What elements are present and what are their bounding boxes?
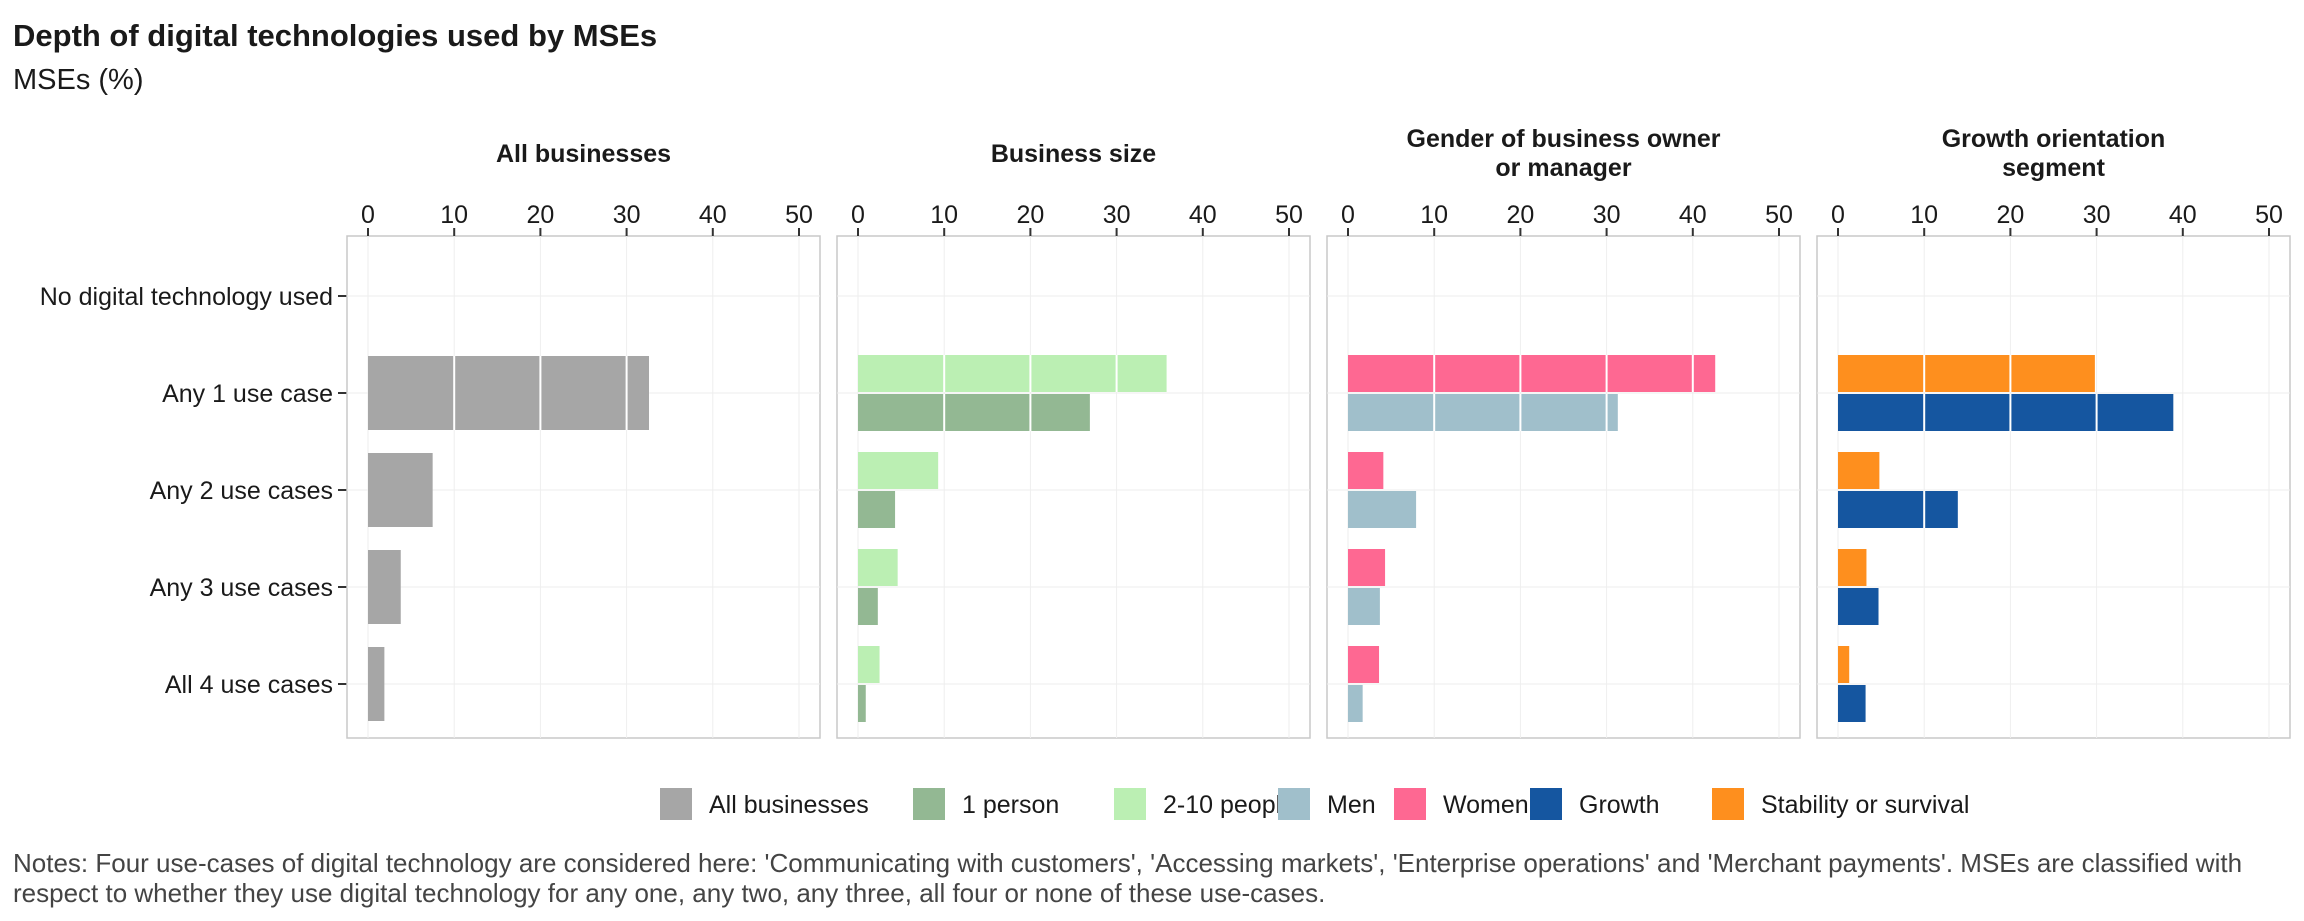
legend-label: All businesses [709, 791, 869, 819]
bar-stability-or-survival [1838, 452, 1880, 489]
bar-stability-or-survival [1838, 549, 1867, 586]
bar-growth [1838, 491, 1958, 528]
y-axis-label: All 4 use cases [165, 671, 333, 699]
bar-1-person [858, 588, 878, 625]
bar-stability-or-survival [1838, 646, 1850, 683]
bar-growth [1838, 588, 1879, 625]
x-tick-label: 20 [1996, 201, 2024, 229]
x-tick-label: 40 [2169, 201, 2197, 229]
x-tick-label: 30 [613, 201, 641, 229]
x-tick-label: 50 [1765, 201, 1793, 229]
y-axis-label: No digital technology used [40, 283, 333, 311]
panel-frame [346, 235, 821, 739]
panel-title: or manager [1495, 154, 1631, 182]
bar-1-person [858, 685, 866, 722]
panel-frame [1816, 235, 2291, 739]
panel-title: segment [2002, 154, 2105, 182]
y-axis-label: Any 2 use cases [150, 477, 333, 505]
panel-frame [1326, 235, 1801, 739]
panel-title: Gender of business owner [1407, 125, 1721, 153]
x-tick-label: 10 [1910, 201, 1938, 229]
x-tick-label: 50 [2255, 201, 2283, 229]
bar-men [1348, 491, 1417, 528]
panel-title: Business size [991, 140, 1156, 168]
x-tick-label: 10 [440, 201, 468, 229]
bar-2-10-people [858, 549, 898, 586]
legend-label: 2-10 people [1163, 791, 1295, 819]
bar-men [1348, 685, 1363, 722]
x-tick-label: 0 [851, 201, 865, 229]
panel-title: All businesses [496, 140, 671, 168]
x-tick-label: 40 [1189, 201, 1217, 229]
x-tick-label: 0 [361, 201, 375, 229]
x-tick-label: 30 [2083, 201, 2111, 229]
x-tick-label: 30 [1103, 201, 1131, 229]
x-tick-label: 0 [1831, 201, 1845, 229]
bar-all-businesses [368, 356, 650, 430]
x-tick-label: 20 [1016, 201, 1044, 229]
x-tick-label: 50 [785, 201, 813, 229]
bar-growth [1838, 685, 1866, 722]
bar-men [1348, 588, 1380, 625]
x-tick-label: 20 [1506, 201, 1534, 229]
legend-swatch-growth [1530, 788, 1562, 820]
x-tick-label: 20 [526, 201, 554, 229]
bar-2-10-people [858, 355, 1167, 392]
legend-label: Women [1443, 791, 1529, 819]
x-tick-label: 40 [1679, 201, 1707, 229]
x-tick-label: 30 [1593, 201, 1621, 229]
bar-1-person [858, 394, 1090, 431]
legend-swatch-women [1394, 788, 1426, 820]
bar-stability-or-survival [1838, 355, 2095, 392]
legend-swatch-men [1278, 788, 1310, 820]
panel-title: Growth orientation [1942, 125, 2166, 153]
bar-women [1348, 452, 1384, 489]
bar-2-10-people [858, 646, 880, 683]
bar-men [1348, 394, 1618, 431]
bar-all-businesses [368, 453, 433, 527]
chart-subtitle: MSEs (%) [13, 64, 144, 96]
legend-swatch-1-person [913, 788, 945, 820]
y-axis-label: Any 1 use case [162, 380, 333, 408]
panel-frame [836, 235, 1311, 739]
bar-all-businesses [368, 647, 385, 721]
legend-label: Men [1327, 791, 1376, 819]
x-tick-label: 0 [1341, 201, 1355, 229]
bar-1-person [858, 491, 896, 528]
legend-label: Stability or survival [1761, 791, 1969, 819]
chart-notes: Notes: Four use-cases of digital technol… [13, 848, 2243, 908]
x-tick-label: 10 [1420, 201, 1448, 229]
x-tick-label: 50 [1275, 201, 1303, 229]
legend-swatch-2-10-people [1114, 788, 1146, 820]
x-tick-label: 10 [930, 201, 958, 229]
x-tick-label: 40 [699, 201, 727, 229]
bar-growth [1838, 394, 2174, 431]
legend-label: Growth [1579, 791, 1660, 819]
bar-all-businesses [368, 550, 401, 624]
bar-women [1348, 549, 1386, 586]
bar-2-10-people [858, 452, 939, 489]
legend-swatch-all-businesses [660, 788, 692, 820]
legend-label: 1 person [962, 791, 1059, 819]
legend-swatch-stability-or-survival [1712, 788, 1744, 820]
bar-women [1348, 355, 1716, 392]
bar-women [1348, 646, 1380, 683]
chart-title: Depth of digital technologies used by MS… [13, 18, 658, 53]
y-axis-label: Any 3 use cases [150, 574, 333, 602]
